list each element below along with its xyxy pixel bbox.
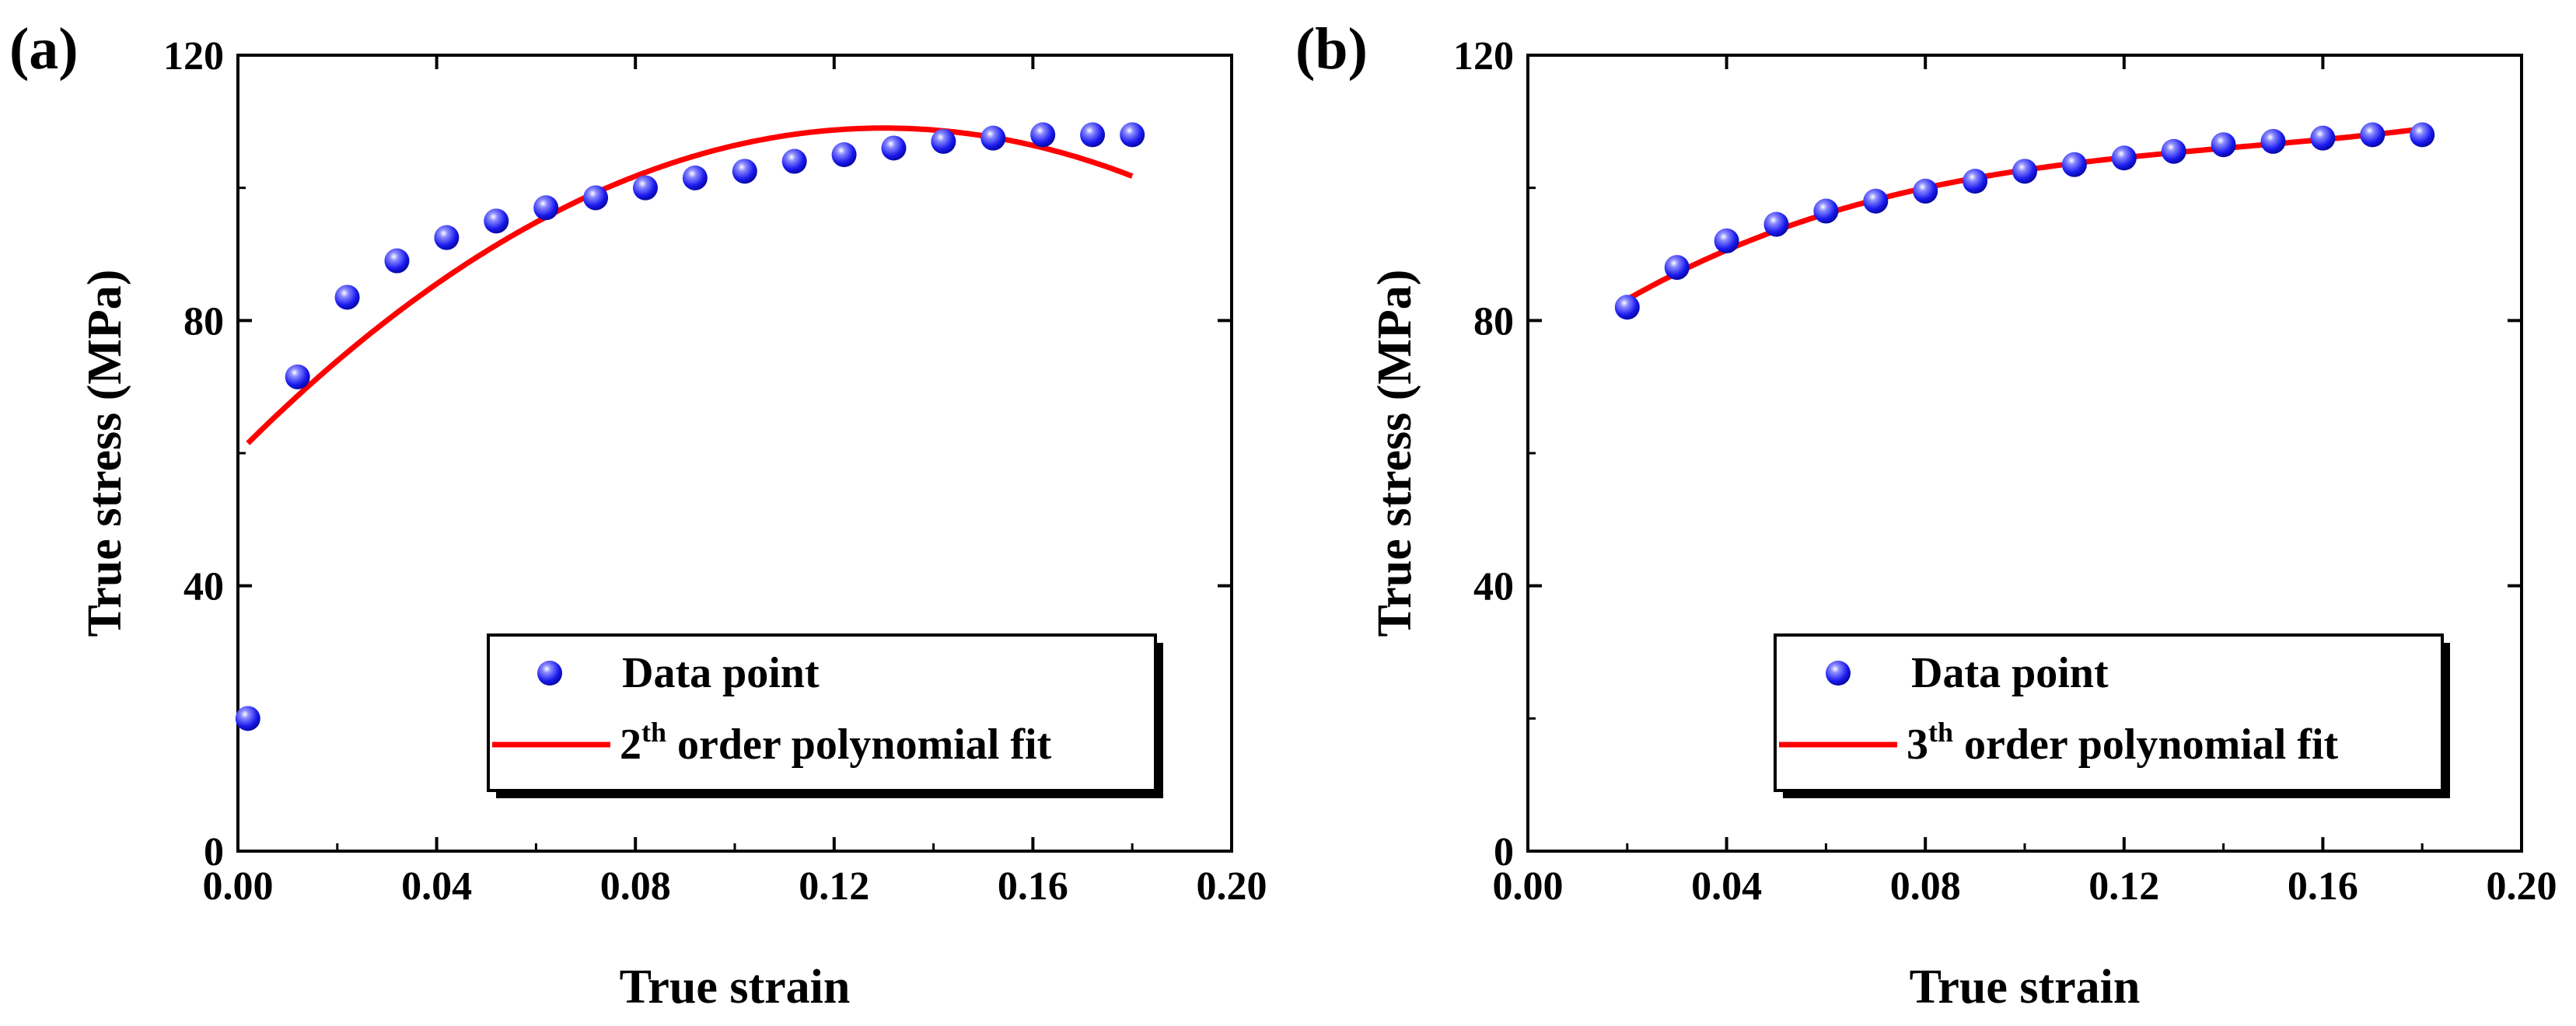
data-point-a-17 bbox=[1080, 122, 1106, 148]
y-axis-title-b: True stress (MPa) bbox=[1368, 270, 1421, 637]
x-tick-label-b-2: 0.08 bbox=[1890, 864, 1961, 909]
x-tick-label-a-1: 0.04 bbox=[401, 864, 472, 909]
data-point-b-8 bbox=[2012, 159, 2037, 184]
data-point-a-5 bbox=[484, 208, 509, 234]
x-tick-label-a-2: 0.08 bbox=[600, 864, 671, 909]
data-point-b-14 bbox=[2310, 125, 2336, 151]
legend-fit-rest-b: order polynomial fit bbox=[1953, 721, 2339, 769]
y-tick-label-b-1: 40 bbox=[1473, 565, 1514, 609]
x-axis-title-b: True strain bbox=[1910, 961, 2141, 1014]
legend-label-fit-a: 2th order polynomial fit bbox=[620, 717, 1052, 769]
data-point-b-6 bbox=[1913, 178, 1938, 204]
data-point-b-0 bbox=[1614, 295, 1640, 320]
data-point-a-7 bbox=[583, 185, 609, 211]
x-axis-ticks-a: 0.00 0.04 0.08 0.12 0.16 0.20 bbox=[203, 55, 1267, 909]
chart-panel-b: (b) 0.00 0.04 0.08 0.12 0.16 0.20 0 40 80 120 Tr… bbox=[1295, 16, 2557, 1014]
x-axis-ticks-b: 0.00 0.04 0.08 0.12 0.16 0.20 bbox=[1493, 55, 2557, 909]
x-tick-label-a-3: 0.12 bbox=[799, 864, 869, 909]
data-point-a-2 bbox=[334, 284, 360, 310]
data-point-b-10 bbox=[2111, 145, 2137, 171]
legend-a: Data point 2th order polynomial fit bbox=[487, 633, 1163, 798]
legend-marker-data-point-b bbox=[1826, 661, 1851, 686]
x-tick-label-a-0: 0.00 bbox=[203, 864, 274, 909]
y-axis-ticks-a: 0 40 80 120 bbox=[163, 34, 1232, 874]
y-tick-label-b-2: 80 bbox=[1473, 299, 1514, 344]
data-point-a-14 bbox=[931, 128, 956, 154]
legend-fit-sup-a: th bbox=[641, 717, 666, 748]
legend-box-b bbox=[1774, 633, 2444, 792]
legend-label-data-point-b: Data point bbox=[1911, 649, 2109, 697]
data-point-b-1 bbox=[1664, 255, 1690, 281]
data-point-a-16 bbox=[1030, 122, 1056, 148]
data-point-a-6 bbox=[533, 195, 559, 221]
data-point-a-1 bbox=[285, 364, 310, 389]
y-axis-ticks-b: 0 40 80 120 bbox=[1453, 34, 2522, 874]
x-tick-label-b-4: 0.16 bbox=[2288, 864, 2358, 909]
data-point-b-12 bbox=[2211, 132, 2236, 158]
legend-fit-order-b: 3 bbox=[1907, 721, 1928, 769]
data-point-b-16 bbox=[2410, 122, 2435, 148]
legend-label-data-point-a: Data point bbox=[622, 649, 820, 697]
data-point-b-3 bbox=[1763, 211, 1789, 237]
fit-line-b bbox=[1626, 126, 2423, 302]
x-tick-label-b-0: 0.00 bbox=[1493, 864, 1564, 909]
y-tick-label-a-2: 80 bbox=[184, 299, 224, 344]
data-point-a-3 bbox=[384, 248, 410, 274]
data-point-a-8 bbox=[632, 175, 658, 201]
series-layer-b bbox=[1614, 122, 2435, 320]
data-point-a-4 bbox=[434, 225, 460, 250]
y-tick-label-b-0: 0 bbox=[1494, 830, 1514, 874]
data-point-a-13 bbox=[881, 135, 907, 161]
y-tick-label-a-1: 40 bbox=[184, 565, 224, 609]
series-layer-a bbox=[235, 122, 1145, 731]
legend-fit-order-a: 2 bbox=[620, 721, 641, 769]
x-tick-label-a-5: 0.20 bbox=[1197, 864, 1267, 909]
y-tick-label-a-3: 120 bbox=[163, 34, 224, 79]
data-point-b-2 bbox=[1714, 228, 1739, 253]
data-point-a-18 bbox=[1120, 122, 1145, 148]
data-point-a-12 bbox=[831, 142, 857, 167]
x-tick-label-b-5: 0.20 bbox=[2487, 864, 2557, 909]
data-point-b-9 bbox=[2061, 152, 2087, 177]
legend-fit-rest-a: order polynomial fit bbox=[666, 721, 1052, 769]
chart-panel-a: (a) 0.00 0.04 0.08 0.12 0.16 0.20 0 40 80 120 Tr… bbox=[9, 16, 1267, 1014]
data-point-a-9 bbox=[682, 165, 708, 190]
x-tick-label-a-4: 0.16 bbox=[998, 864, 1068, 909]
x-axis-title-a: True strain bbox=[620, 961, 851, 1014]
legend-marker-data-point-a bbox=[537, 661, 562, 686]
data-point-b-15 bbox=[2360, 122, 2386, 148]
panel-label-a: (a) bbox=[9, 16, 79, 82]
y-tick-label-b-3: 120 bbox=[1453, 34, 1514, 79]
data-point-b-7 bbox=[1963, 169, 1988, 194]
x-tick-label-b-3: 0.12 bbox=[2088, 864, 2159, 909]
y-axis-title-a: True stress (MPa) bbox=[79, 270, 131, 637]
data-point-b-4 bbox=[1813, 198, 1839, 224]
legend-label-fit-b: 3th order polynomial fit bbox=[1907, 717, 2339, 769]
legend-box-a bbox=[487, 633, 1157, 792]
data-point-b-5 bbox=[1863, 188, 1889, 214]
legend-b: Data point 3th order polynomial fit bbox=[1774, 633, 2450, 798]
y-tick-label-a-0: 0 bbox=[204, 830, 224, 874]
legend-fit-sup-b: th bbox=[1928, 717, 1953, 748]
data-point-a-11 bbox=[781, 148, 807, 174]
data-point-a-0 bbox=[235, 706, 260, 731]
data-point-a-15 bbox=[980, 125, 1006, 151]
data-point-b-11 bbox=[2161, 138, 2186, 164]
panel-label-b: (b) bbox=[1295, 16, 1368, 82]
data-point-a-10 bbox=[732, 159, 757, 184]
x-tick-label-b-1: 0.04 bbox=[1691, 864, 1762, 909]
data-point-b-13 bbox=[2260, 128, 2286, 154]
